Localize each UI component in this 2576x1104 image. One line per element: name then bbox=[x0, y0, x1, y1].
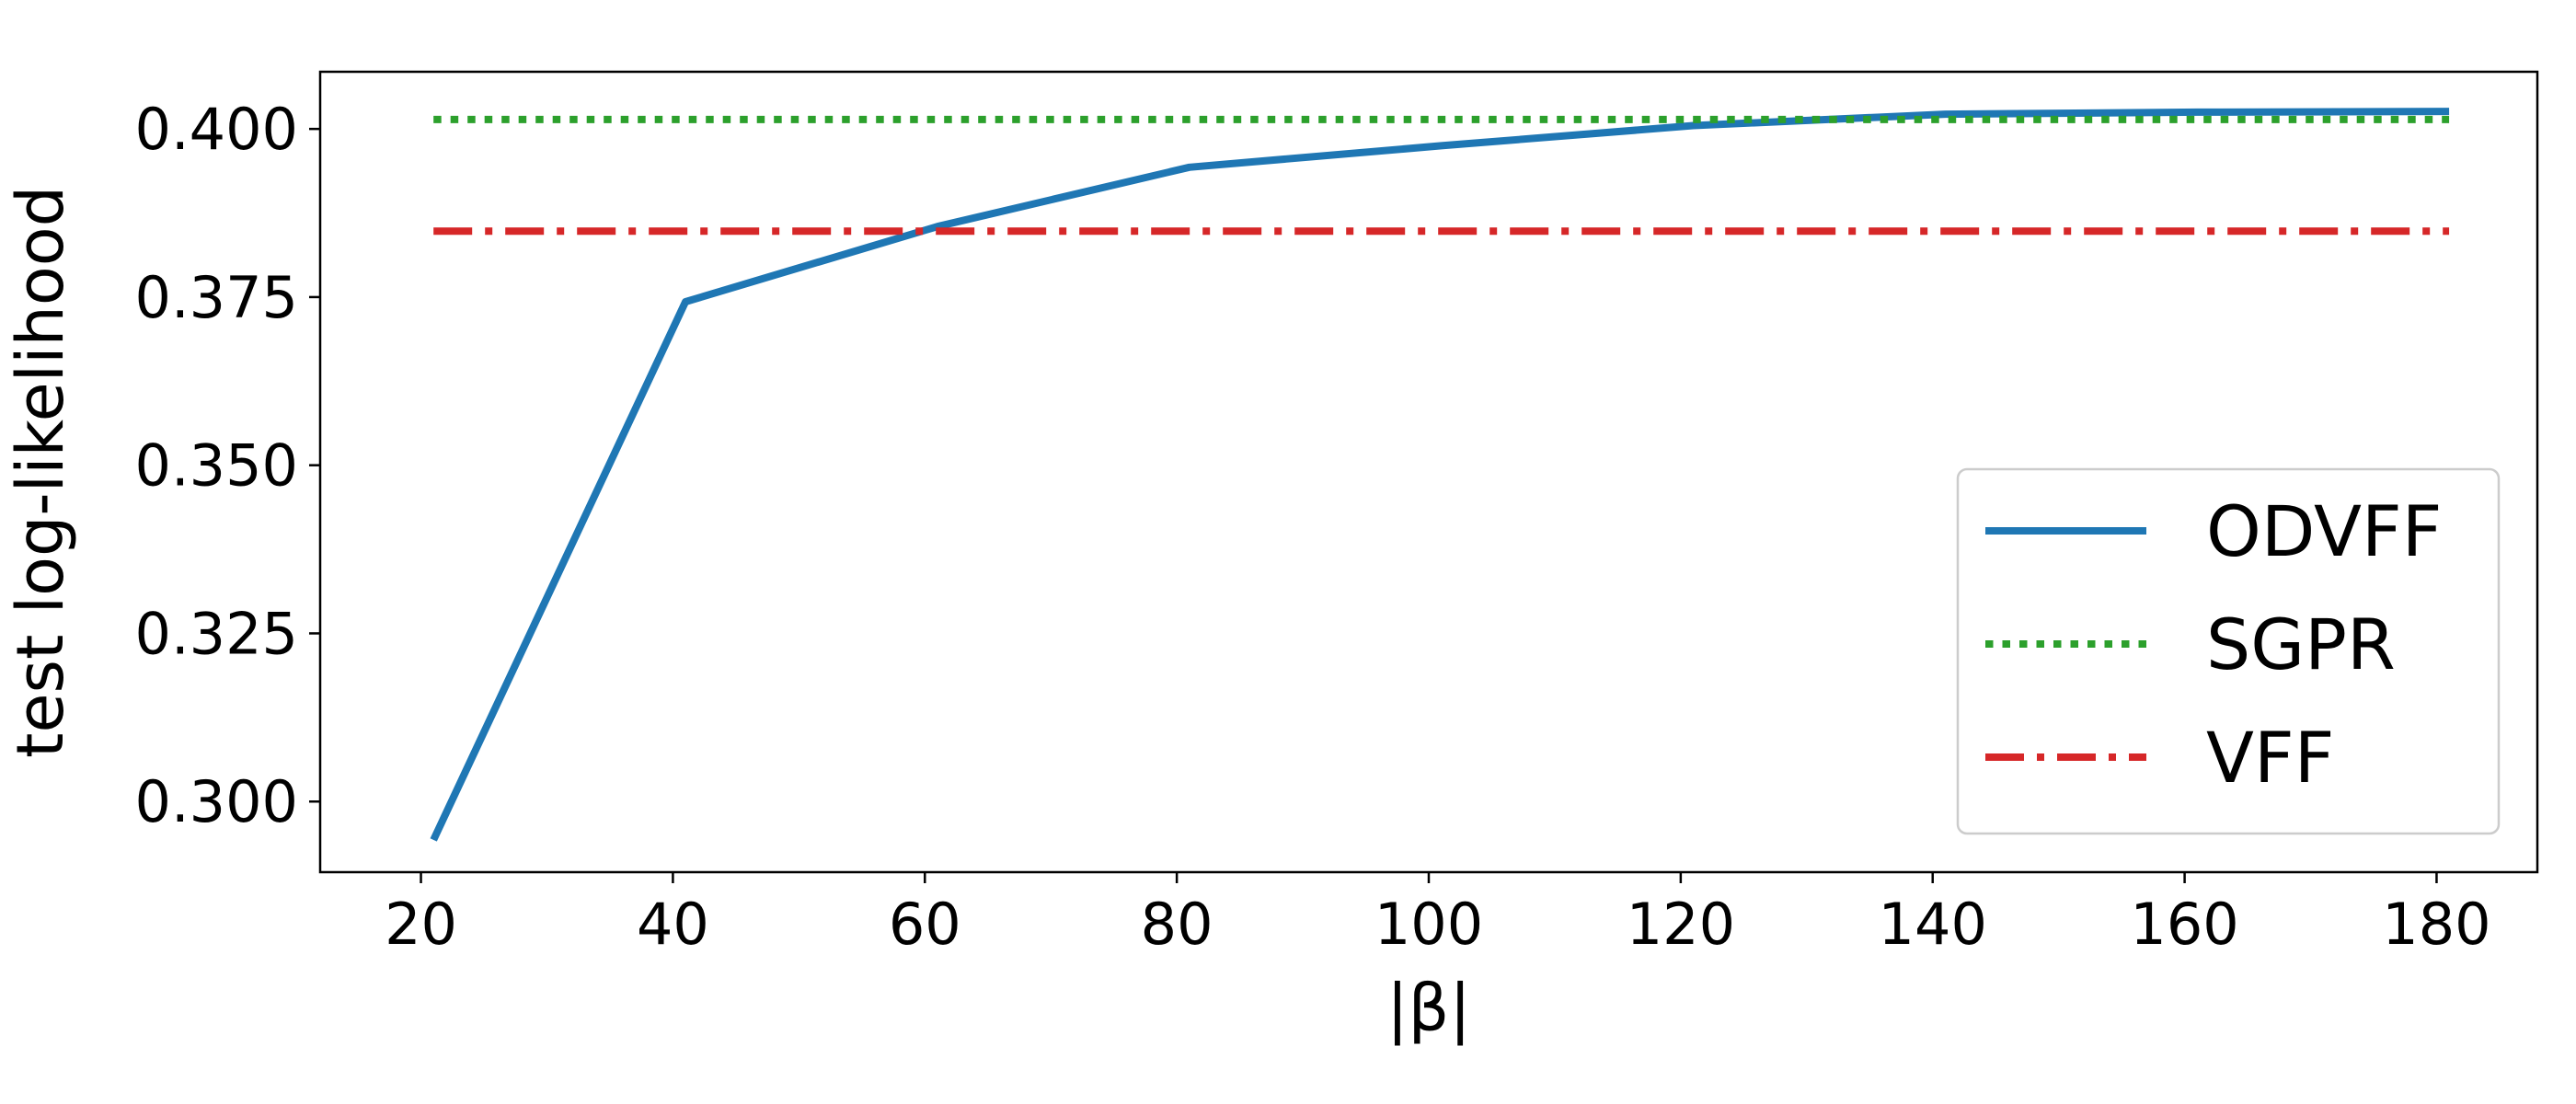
x-tick-label: 60 bbox=[889, 891, 961, 958]
x-tick-label: 180 bbox=[2382, 891, 2490, 958]
y-axis-label: test log-likelihood bbox=[3, 186, 78, 758]
y-axis: 0.300 0.325 0.350 0.375 0.400 bbox=[135, 96, 320, 835]
x-tick-label: 80 bbox=[1141, 891, 1213, 958]
y-tick-label: 0.325 bbox=[135, 600, 299, 667]
x-tick-label: 20 bbox=[385, 891, 457, 958]
y-tick-label: 0.375 bbox=[135, 264, 299, 331]
y-tick-label: 0.300 bbox=[135, 768, 299, 835]
legend-label-vff: VFF bbox=[2206, 717, 2334, 799]
legend-label-sgpr: SGPR bbox=[2206, 604, 2396, 685]
x-tick-label: 120 bbox=[1627, 891, 1735, 958]
legend-label-odvff: ODVFF bbox=[2206, 490, 2442, 572]
x-axis-label: |β| bbox=[1386, 971, 1471, 1046]
y-tick-label: 0.400 bbox=[135, 96, 299, 163]
x-tick-label: 160 bbox=[2130, 891, 2238, 958]
x-tick-label: 100 bbox=[1374, 891, 1483, 958]
y-tick-label: 0.350 bbox=[135, 432, 299, 500]
x-axis: 20 40 60 80 100 120 140 160 180 bbox=[385, 872, 2491, 958]
x-tick-label: 140 bbox=[1879, 891, 1987, 958]
x-tick-label: 40 bbox=[637, 891, 709, 958]
series-line-odvff bbox=[430, 108, 2450, 842]
series-layer bbox=[430, 108, 2450, 842]
legend-frame bbox=[1956, 467, 2501, 835]
legend: ODVFF SGPR VFF bbox=[1956, 467, 2501, 835]
